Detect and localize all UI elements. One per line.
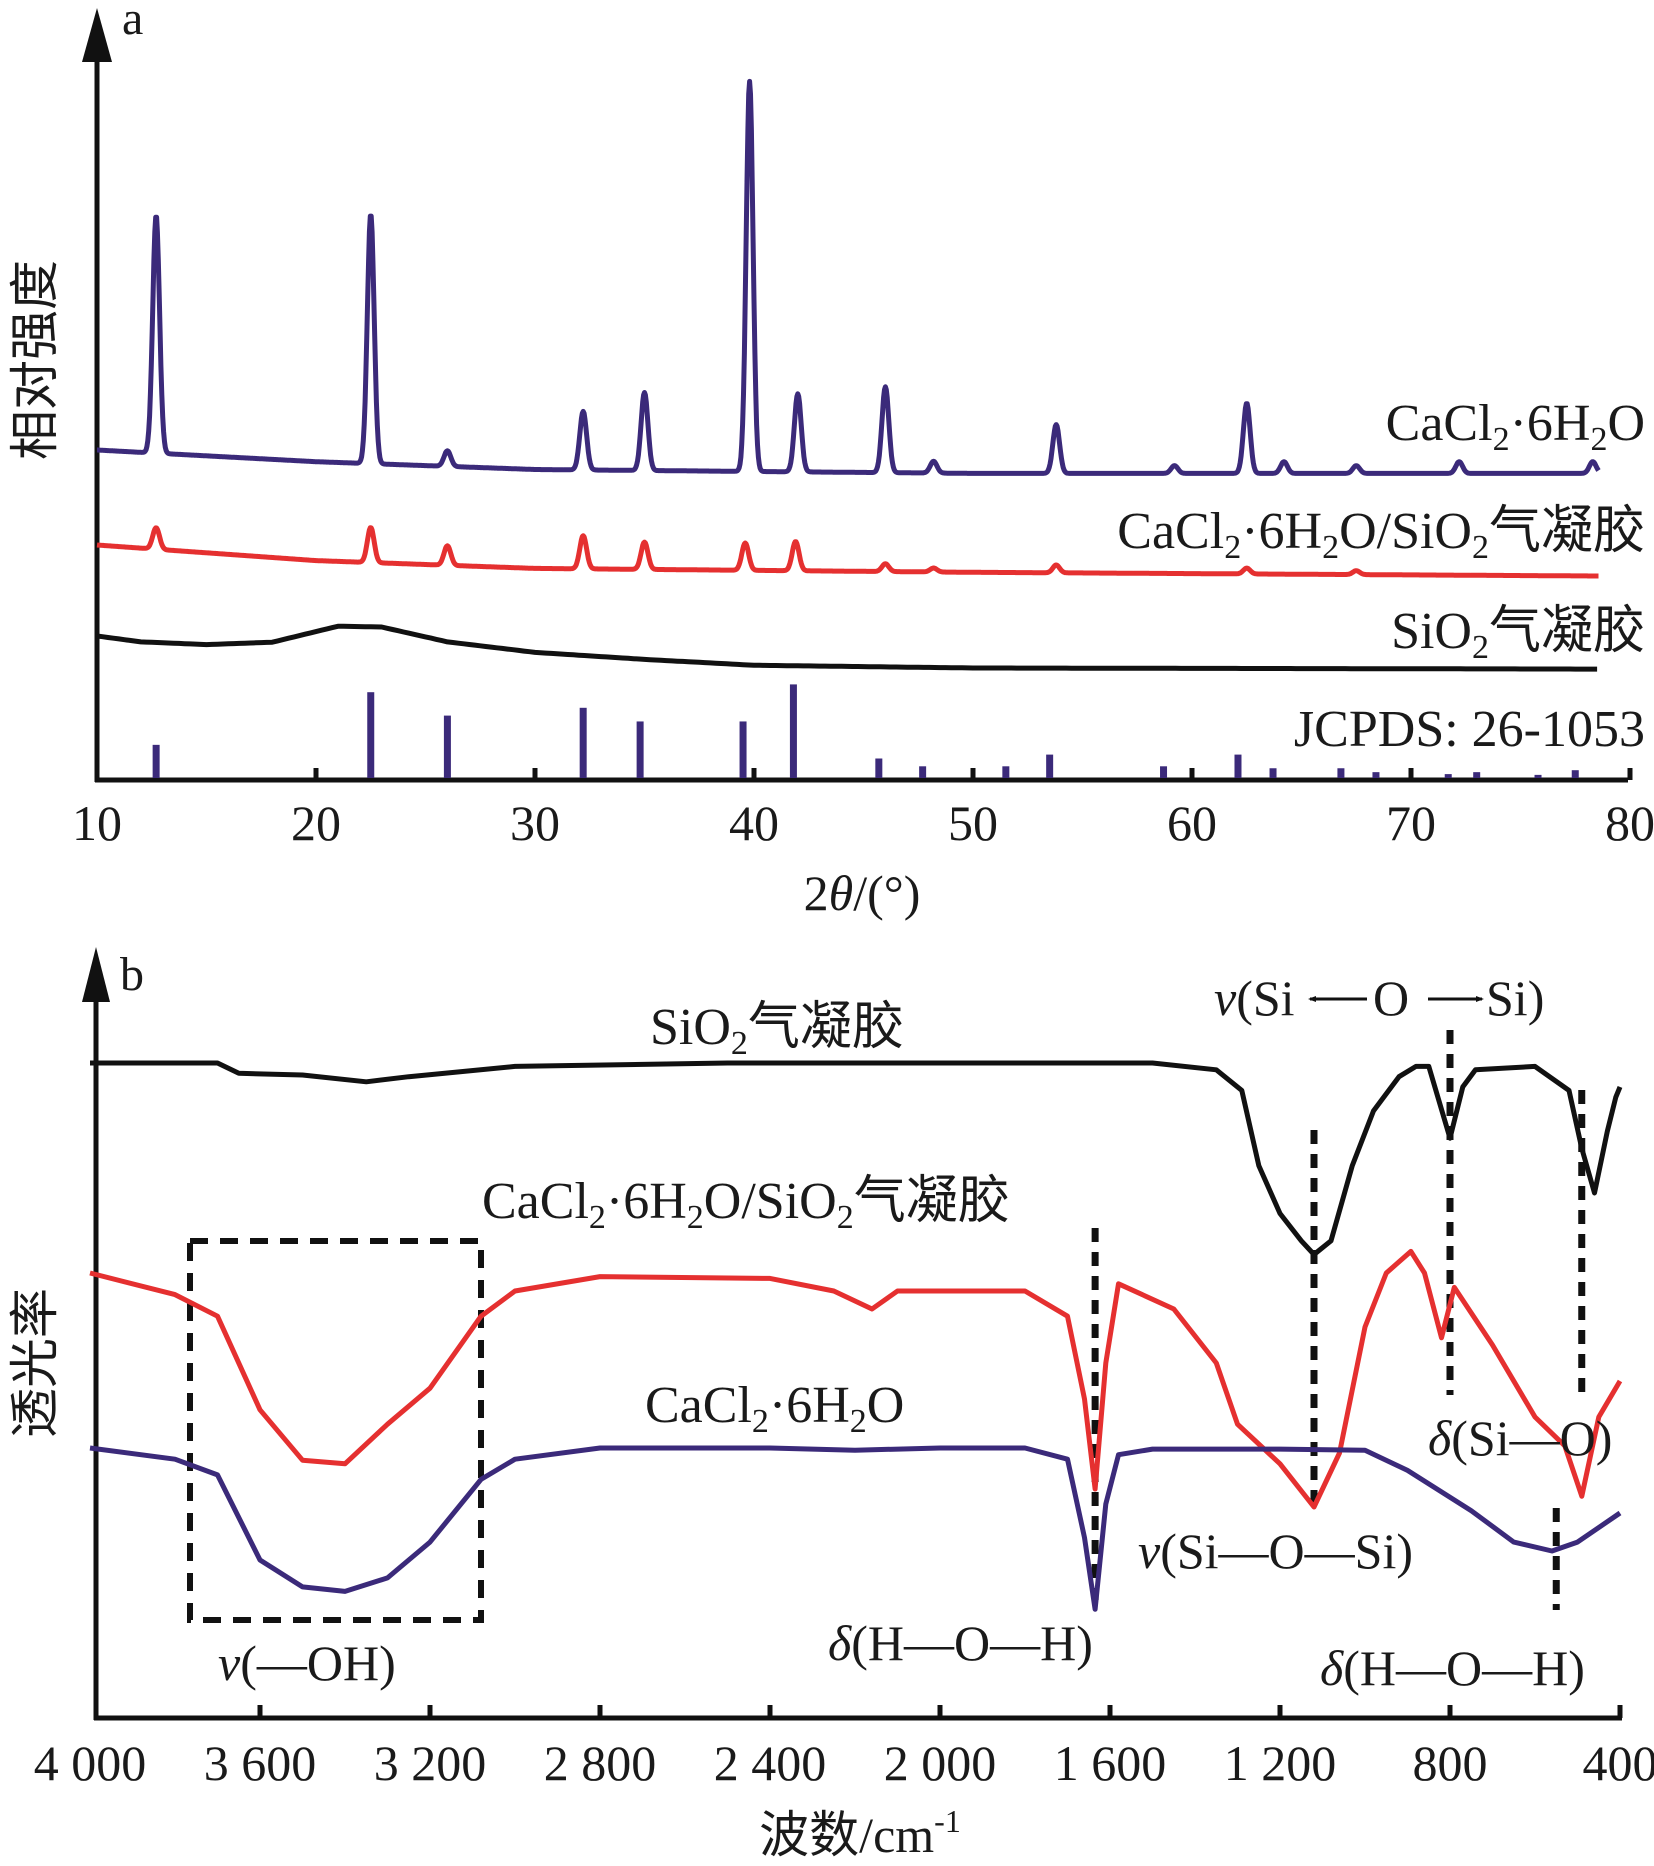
panel-a-label-jcpds: JCPDS: 26-1053 [1294,701,1645,758]
reference-stick [739,721,747,778]
svg-text:Si): Si) [1486,970,1544,1026]
x-tick-label: 1 200 [1224,1735,1337,1791]
x-tick-label: 20 [291,795,341,851]
svg-text:v(Si: v(Si [1214,970,1295,1026]
panel-b-label-cacl2: CaCl2·6H2O [645,1377,904,1440]
panel-a-y-axis-title: 相对强度 [7,260,63,460]
panel-a-series [95,78,1601,672]
panel-a-letter: a [122,0,143,45]
reference-stick [367,692,375,778]
x-tick-label: 40 [729,795,779,851]
reference-stick [919,766,927,778]
panel-b-y-axis-title: 透光率 [7,1288,63,1438]
x-tick-label: 2 400 [714,1735,827,1791]
panel-a-label-composite: CaCl2·6H2O/SiO2气凝胶 [1117,503,1645,566]
x-tick-label: 2 000 [884,1735,997,1791]
annotation-v-oh: v(—OH) [218,1635,396,1691]
panel-b-label-composite: CaCl2·6H2O/SiO2气凝胶 [482,1173,1010,1236]
reference-stick [875,758,883,778]
x-tick-label: 10 [72,795,122,851]
reference-stick [636,721,644,778]
panel-b-x-ticks [257,1705,1623,1718]
annotation-delta-hoh-1635: δ(H—O—H) [828,1615,1093,1671]
panel-a-x-tick-labels: 10 20 30 40 50 60 70 80 [72,795,1654,851]
panel-b-series-line [90,1060,1623,1257]
x-tick-label: 400 [1583,1735,1654,1791]
panel-a-x-ticks [313,768,1633,780]
panel-a-label-sio2: SiO2气凝胶 [1391,603,1645,666]
reference-stick [1444,774,1452,778]
reference-stick [152,744,160,778]
x-tick-label: 3 200 [374,1735,487,1791]
panel-a-reference-sticks [152,684,1579,778]
reference-stick [1002,766,1010,778]
panel-b-x-tick-labels: 4 000 3 600 3 200 2 800 2 400 2 000 1 600 1 200… [34,1735,1654,1791]
x-tick-label: 3 600 [204,1735,317,1791]
x-tick-label: 30 [510,795,560,851]
reference-stick [789,684,797,778]
x-tick-label: 2 800 [544,1735,657,1791]
panel-a-series-line [95,525,1601,579]
panel-a-label-cacl2: CaCl2·6H2O [1386,395,1645,458]
panel-b-letter: b [120,948,144,1001]
x-tick-label: 70 [1386,795,1436,851]
annotation-delta-hoh-550: δ(H—O—H) [1320,1640,1585,1696]
reference-stick [1269,768,1277,778]
reference-stick [579,707,587,778]
panel-a: 10 20 30 40 50 60 70 80 a 相对强度 2θ/(°) CaCl2·6H2… [7,0,1654,921]
oh-region-box [187,1238,484,1623]
panel-a-y-axis-arrow-icon [82,8,112,62]
reference-stick [1372,772,1380,778]
annotation-v-sio-si: v(Si—O—Si) [1138,1523,1413,1579]
x-tick-label: 800 [1413,1735,1488,1791]
annotation-delta-sio: δ(Si—O) [1428,1410,1612,1466]
panel-b-series-line [89,1248,1623,1510]
x-tick-label: 4 000 [34,1735,147,1791]
panel-b-series-line [89,1445,1622,1612]
annotation-v-si-o-si-arrows: v(Si O Si) [1214,970,1544,1026]
reference-stick [1534,774,1542,778]
panel-b: 4 000 3 600 3 200 2 800 2 400 2 000 1 600 1 200… [7,947,1654,1863]
reference-stick [443,715,451,778]
panel-a-series-line [95,78,1601,476]
reference-stick [1160,766,1168,778]
reference-stick [1234,754,1242,778]
x-tick-label: 80 [1605,795,1654,851]
reference-stick [1337,768,1345,778]
panel-a-series-line [96,623,1598,672]
panel-b-label-sio2: SiO2气凝胶 [650,999,904,1062]
x-tick-label: 1 600 [1054,1735,1167,1791]
x-tick-label: 60 [1167,795,1217,851]
x-tick-label: 50 [948,795,998,851]
panel-b-y-axis-arrow-icon [82,947,110,1002]
reference-stick [1571,770,1579,778]
reference-stick [1046,754,1054,778]
panel-b-series [89,1060,1623,1612]
panel-b-x-axis-title: 波数/cm-1 [759,1803,961,1863]
reference-stick [1473,772,1481,778]
panel-a-x-axis-title: 2θ/(°) [804,865,921,921]
svg-text:O: O [1373,970,1409,1026]
